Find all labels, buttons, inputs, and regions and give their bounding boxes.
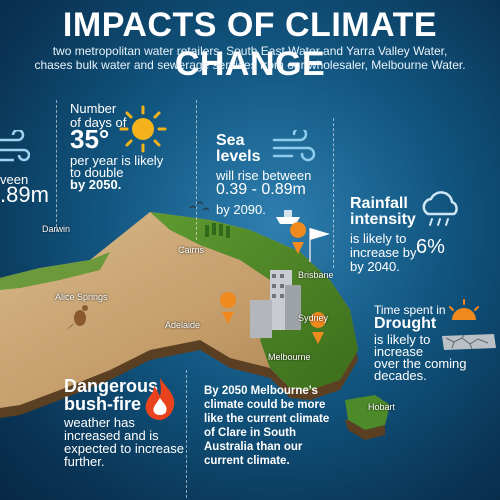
sea-levels-body1: will rise between [216,168,312,183]
bushfire-body4: further. [64,454,105,469]
melbourne-climate-line6: current climate. [204,455,290,467]
rainfall-value: 6% [416,236,445,258]
left-partial-line2: .89m [0,182,49,207]
left-partial-line1: veen [0,172,29,187]
boat-icon [276,210,300,224]
kangaroo-icon [66,305,88,330]
bushfire-body1: weather has [64,415,135,430]
sea-levels-by: by 2090. [216,202,266,217]
melbourne-climate-line4: of Clare in South [204,427,296,439]
sea-levels-heading2: levels [216,148,261,165]
rainfall-by: by 2040. [350,259,400,274]
rainfall-body2: increase by [350,245,417,260]
temperature-body3: by 2050. [70,177,122,192]
melbourne-climate-line3: like the current climate [204,413,330,425]
map-label-brisbane: Brisbane [298,270,334,280]
subtitle-line-2: chases bulk water and sewerage services … [34,58,466,72]
melbourne-climate-line5: Australia than our [204,441,303,453]
city-buildings-icon [250,270,301,338]
page-subtitle: two metropolitan water retailers, South … [0,44,500,72]
bird-icons [189,201,210,211]
sea-levels-heading1: Sea [216,132,245,149]
map-tasmania [345,395,390,430]
map-trees [205,223,230,238]
sun-half-icon [449,299,479,320]
drought-body3: over the coming [374,356,467,371]
sun-icon [119,105,167,153]
divider-4 [186,370,187,498]
drought-body2: increase [374,344,424,359]
wind-icon [272,130,316,162]
bushfire-heading2: bush-fire [64,394,142,414]
map-label-sydney: Sydney [298,313,329,323]
divider-2 [196,100,197,240]
melbourne-climate-text: By 2050 Melbourne's climate could be mor… [204,384,334,468]
map-label-melbourne: Melbourne [268,352,311,362]
divider-1 [56,100,57,232]
temperature-body1: per year is likely [70,153,164,168]
drought-intro: Time spent in [374,303,446,317]
sea-levels-range: 0.39 - 0.89m [216,181,306,198]
rainfall-heading2: intensity [350,211,416,228]
rainfall-body1: is likely to [350,231,407,246]
bushfire-heading1: Dangerous [64,376,159,396]
divider-3 [333,118,334,268]
map-green-coast [150,212,358,390]
temperature-value: 35° [70,124,110,154]
rain-cloud-icon [422,191,458,226]
map-green-north [0,252,110,290]
temperature-intro: Number of days of [70,101,127,130]
drought-body4: decades. [374,368,427,383]
fire-icon [145,378,175,420]
map-label-adelaide: Adelaide [165,320,201,330]
wind-icon-left [0,130,30,162]
page-title: IMPACTS OF CLIMATE CHANGE [62,6,438,83]
map-label-hobart: Hobart [368,402,396,412]
map-label-alice-springs: Alice Springs [55,292,108,302]
flag-icon [309,228,330,262]
map-pins [220,222,327,344]
drought-heading: Drought [374,315,437,332]
melbourne-climate-line2: climate could be more [204,399,326,411]
bushfire-body3: expected to increase [64,441,184,456]
cracked-earth-icon [442,334,496,350]
temperature-body2: to double [70,165,124,180]
drought-body1: is likely to [374,332,431,347]
australia-map [0,201,390,440]
map-label-cairns: Cairns [178,245,205,255]
bushfire-body2: increased and is [64,428,159,443]
rainfall-heading1: Rainfall [350,195,408,212]
melbourne-climate-line1: By 2050 Melbourne's [204,385,318,397]
subtitle-line-1: two metropolitan water retailers, South … [52,44,448,58]
